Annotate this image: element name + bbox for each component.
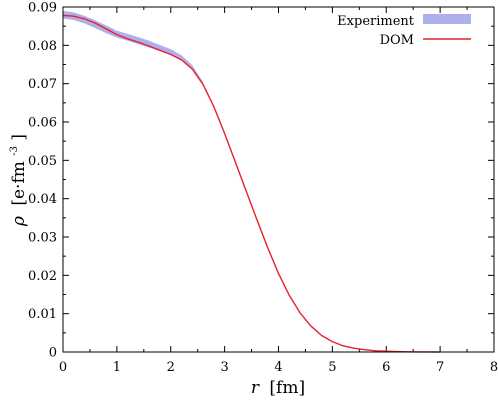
band-layer	[63, 10, 204, 86]
y-tick-label: 0.09	[28, 1, 57, 16]
y-tick-label: 0.08	[28, 39, 57, 54]
x-tick-label: 5	[328, 360, 336, 375]
tick-labels: 0 1 2 3 4 5 6 7 8 0 0.01 0.02 0.03 0.04 0.05 0.06 0.07 0.…	[28, 1, 498, 376]
y-tick-label: 0.01	[28, 307, 57, 322]
dom-line	[62, 14, 441, 353]
y-tick-label: 0	[49, 346, 57, 361]
x-axis-label: r [fm]	[251, 378, 305, 398]
x-tick-label: 0	[59, 360, 67, 375]
experiment-band	[63, 10, 204, 86]
legend-label-dom: DOM	[380, 33, 414, 48]
legend: Experiment DOM	[337, 14, 471, 48]
y-tick-label: 0.03	[28, 231, 57, 246]
x-tick-label: 3	[220, 360, 228, 375]
legend-swatch-experiment	[423, 14, 471, 24]
plot-frame	[62, 6, 495, 353]
y-tick-label: 0.06	[28, 116, 57, 131]
y-tick-label: 0.02	[28, 269, 57, 284]
y-tick-label: 0.04	[28, 192, 57, 207]
y-axis-label: ρ [e·fm -3 ]	[2, 134, 29, 227]
x-tick-label: 6	[382, 360, 390, 375]
x-tick-label: 4	[274, 360, 282, 375]
legend-label-experiment: Experiment	[337, 14, 415, 29]
x-tick-label: 1	[113, 360, 121, 375]
y-tick-label: 0.05	[28, 154, 57, 169]
x-tick-label: 2	[167, 360, 175, 375]
ticks-layer	[62, 6, 495, 353]
x-tick-label: 7	[436, 360, 444, 375]
line-layer	[62, 14, 441, 353]
x-tick-label: 8	[490, 360, 498, 375]
y-tick-label: 0.07	[28, 77, 57, 92]
